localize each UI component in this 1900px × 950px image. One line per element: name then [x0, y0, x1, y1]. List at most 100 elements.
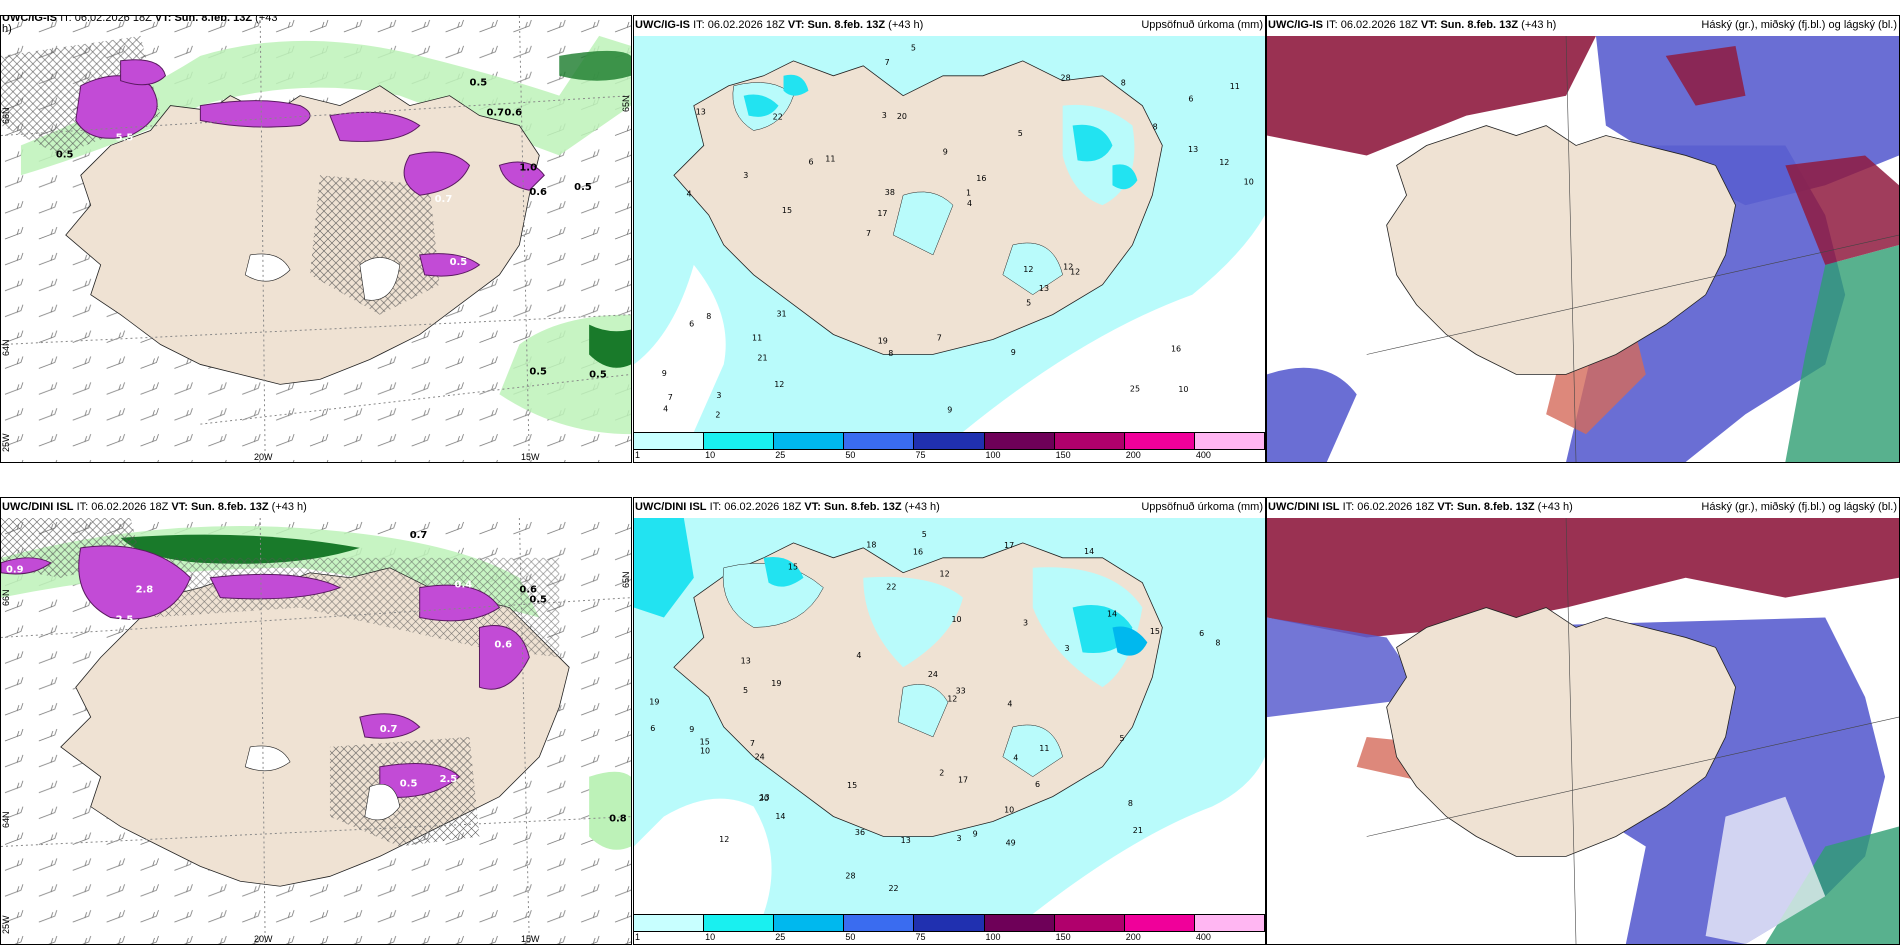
precip-value: 10 [951, 615, 961, 624]
precip-value: 6 [1035, 780, 1040, 789]
precip-value: 12 [719, 835, 729, 844]
colorbar-segment [774, 915, 845, 931]
precip-value: 24 [928, 670, 938, 679]
panel-variable-label: Háský (gr.), miðský (fj.bl.) og lágský (… [1701, 19, 1897, 31]
colorbar-tick-label: 100 [985, 932, 1001, 942]
precip-value: 15 [847, 781, 857, 790]
panel-title: UWC/DINI ISL IT: 06.02.2026 18Z VT: Sun.… [1268, 501, 1573, 513]
colorbar-segment [634, 433, 705, 449]
panel-title: UWC/DINI ISL IT: 06.02.2026 18Z VT: Sun.… [2, 501, 307, 513]
precip-value: 31 [776, 310, 786, 319]
precip-value: 28 [845, 872, 855, 881]
precip-value: 6 [650, 724, 655, 733]
precip-value: 38 [885, 188, 895, 197]
precip-value: 15 [1150, 627, 1160, 636]
precip-value: 7 [668, 393, 673, 402]
precip-value: 8 [888, 349, 893, 358]
snow-label: 0.5 [574, 182, 592, 193]
precip-value: 3 [1065, 644, 1070, 653]
precip-value: 21 [1133, 826, 1143, 835]
precip-value: 13 [1188, 145, 1198, 154]
colorbar-tick-label: 200 [1125, 450, 1141, 460]
precip-value: 4 [663, 404, 668, 413]
colorbar-tick-label: 400 [1195, 932, 1211, 942]
precip-value: 15 [700, 738, 710, 747]
precip-value: 4 [967, 199, 972, 208]
map-precip: 12 14 15 14 17 19 24 13 15 3 9 5 6 12 22 18 21 19 20 28 49 16… [634, 518, 1265, 914]
precip-value: 8 [1215, 638, 1220, 647]
snow-label: 0.5 [529, 366, 547, 377]
precip-value: 7 [750, 739, 755, 748]
precip-value: 22 [773, 112, 783, 121]
panel-precip-ig: UWC/IG-IS IT: 06.02.2026 18Z VT: Sun. 8.… [633, 15, 1266, 463]
colorbar-tick-label: 25 [775, 932, 786, 942]
panel-precip-dini: UWC/DINI ISL IT: 06.02.2026 18Z VT: Sun.… [633, 497, 1266, 945]
precip-value: 17 [877, 209, 887, 218]
colorbar-tick-label: 1 [635, 450, 641, 460]
precip-value: 5 [1018, 129, 1023, 138]
snow-label: 0.7 [380, 724, 398, 735]
precip-value: 6 [689, 320, 694, 329]
panel-variable-label: Uppsöfnuð úrkoma (mm) [1141, 19, 1263, 31]
precip-value: 16 [1171, 345, 1181, 354]
panel-variable-label: Háský (gr.), miðský (fj.bl.) og lágský (… [1701, 501, 1897, 513]
precip-value: 20 [759, 794, 769, 803]
lon-label: 15W [521, 452, 540, 462]
precip-value: 13 [1039, 284, 1049, 293]
colorbar-segment [984, 915, 1055, 931]
precip-value: 13 [741, 656, 751, 665]
precip-value: 7 [885, 58, 890, 67]
colorbar-segment [844, 433, 915, 449]
precip-value: 14 [1107, 609, 1117, 618]
snow-label: 2.5 [440, 774, 458, 785]
precip-value: 19 [771, 679, 781, 688]
map-snow-wind: 5.5 0.5 0.7 0.6 0.6 1.0 0.5 0.5 0.7 0.5 … [1, 16, 631, 462]
colorbar-segment [1124, 433, 1195, 449]
colorbar-tick-label: 75 [915, 932, 926, 942]
precip-value: 9 [1011, 348, 1016, 357]
lat-label: 66N [1, 589, 11, 606]
precip-value: 8 [1153, 123, 1158, 132]
precip-value: 36 [855, 828, 865, 837]
precip-value: 19 [649, 698, 659, 707]
lat-label: 25W [1, 915, 11, 934]
colorbar-segment [914, 915, 985, 931]
snow-label: 0.5 [56, 149, 74, 160]
snow-label: 0.5 [450, 257, 468, 268]
colorbar-tick-label: 10 [705, 932, 716, 942]
precip-value: 5 [911, 44, 916, 53]
precip-value: 21 [757, 353, 767, 362]
precip-value: 5 [922, 530, 927, 539]
panel-snow-wind-dini: UWC/DINI ISL IT: 06.02.2026 18Z VT: Sun.… [0, 497, 632, 945]
panel-title: UWC/IG-IS IT: 06.02.2026 18Z VT: Sun. 8.… [1268, 19, 1557, 31]
precip-value: 13 [760, 793, 770, 802]
colorbar [634, 914, 1265, 932]
precip-value: 19 [878, 336, 888, 345]
precip-value: 6 [1199, 629, 1204, 638]
precip-value: 11 [825, 155, 835, 164]
colorbar-tick-label: 150 [1055, 932, 1071, 942]
map-snow-wind: 0.9 0.7 2.5 2.8 0.5 0.6 0.6 0.8 0.4 0.5 … [1, 518, 631, 944]
precip-value: 13 [696, 108, 706, 117]
precip-value: 18 [866, 541, 876, 550]
precip-value: 8 [706, 312, 711, 321]
lat-label: 64N [1, 811, 11, 828]
colorbar-segment [1194, 915, 1265, 931]
colorbar-ticks: 1 10 25 50 75 100 150 200 400 [634, 450, 1265, 462]
colorbar-segment [704, 433, 775, 449]
precip-value: 6 [808, 157, 813, 166]
lat-label: 64N [1, 339, 11, 356]
precip-value: 13 [901, 836, 911, 845]
precip-value: 1 [966, 189, 971, 198]
iceland-land [1386, 607, 1736, 857]
precip-value: 4 [856, 651, 861, 660]
colorbar-tick-label: 1 [635, 932, 641, 942]
precip-value: 20 [897, 112, 907, 121]
snow-label: 0.5 [529, 595, 547, 606]
panel-clouds-ig: UWC/IG-IS IT: 06.02.2026 18Z VT: Sun. 8.… [1266, 15, 1900, 463]
precip-value: 10 [700, 746, 710, 755]
precip-value: 9 [662, 369, 667, 378]
precip-value: 22 [888, 884, 898, 893]
precip-value: 11 [752, 333, 762, 342]
snow-label: 0.6 [504, 108, 522, 119]
